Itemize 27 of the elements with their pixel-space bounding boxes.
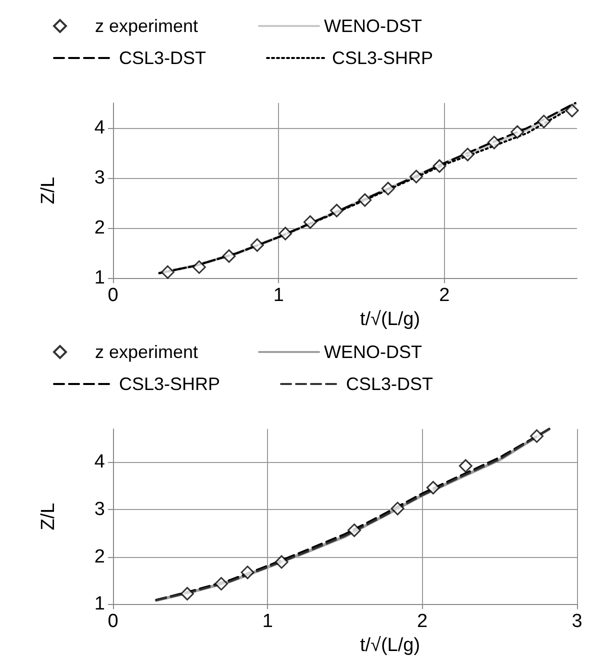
y-tick-label: 1 (94, 594, 105, 615)
legend-label: CSL3-SHRP (119, 374, 220, 394)
x-tick-label: 2 (417, 611, 428, 632)
y-tick-label: 4 (94, 452, 106, 473)
legend-label: WENO-DST (324, 342, 422, 362)
legend-label: z experiment (95, 342, 198, 362)
x-axis-title: t/√(L/g) (360, 635, 420, 656)
x-tick-label: 3 (572, 611, 582, 632)
y-axis-title: Z/L (38, 176, 59, 204)
legend-label: WENO-DST (324, 16, 422, 36)
x-tick-label: 0 (108, 611, 118, 632)
x-axis-title: t/√(L/g) (360, 309, 420, 330)
y-tick-label: 3 (94, 498, 105, 520)
legend-label: CSL3-SHRP (332, 48, 434, 68)
y-tick-label: 2 (94, 218, 105, 239)
x-tick-label: 1 (273, 285, 284, 306)
y-axis-title: Z/L (38, 502, 59, 530)
legend-label: z experiment (95, 16, 198, 36)
legend-label: CSL3-DST (119, 48, 206, 68)
y-tick-label: 3 (94, 168, 105, 189)
y-tick-label: 1 (94, 268, 105, 289)
x-tick-label: 2 (439, 285, 450, 306)
legend-label: CSL3-DST (346, 374, 434, 394)
y-tick-label: 2 (94, 546, 105, 568)
y-tick-label: 4 (94, 118, 106, 139)
x-tick-label: 1 (262, 611, 273, 632)
x-tick-label: 0 (108, 285, 118, 306)
